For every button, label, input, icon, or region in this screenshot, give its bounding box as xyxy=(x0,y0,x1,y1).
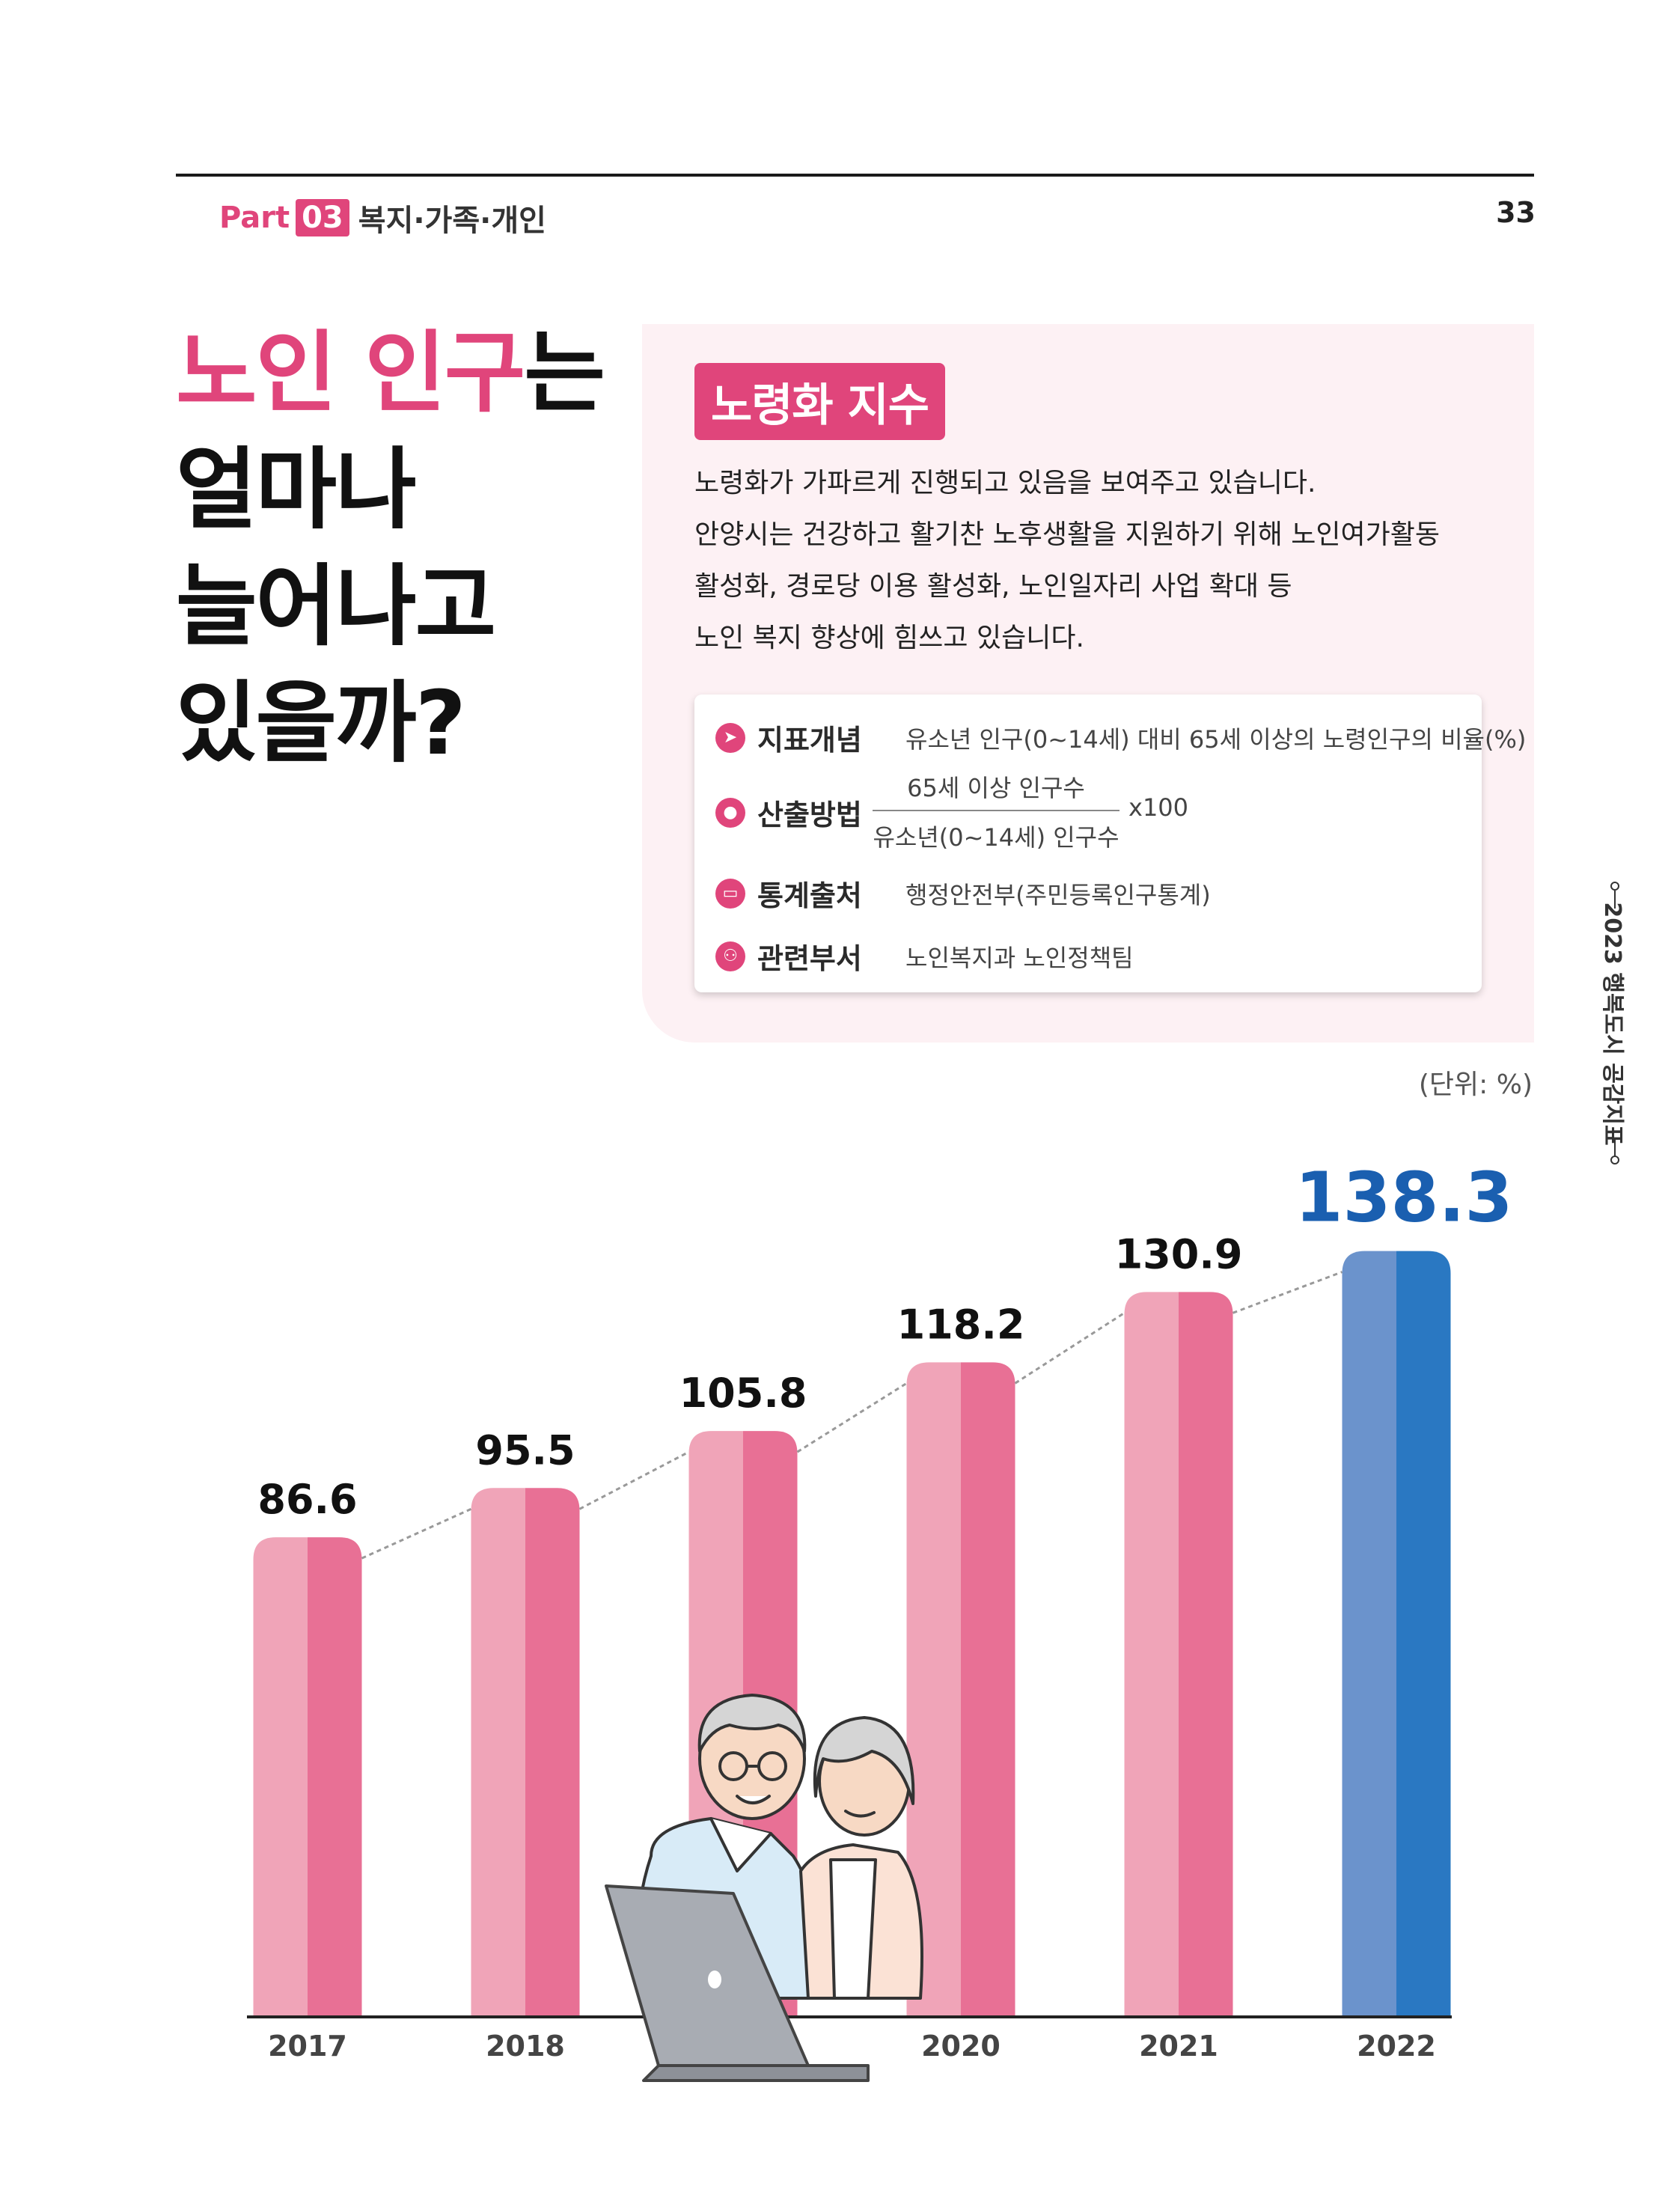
dept-value: 노인복지과 노인정책팀 xyxy=(905,943,1134,972)
part-word: Part xyxy=(219,201,290,235)
bar-2020-right xyxy=(961,1362,1015,2017)
description-line: 노령화가 가파르게 진행되고 있음을 보여주고 있습니다. xyxy=(694,468,1316,498)
concept-row: ➤ 지표개념 유소년 인구(0~14세) 대비 65세 이상의 노령인구의 비율… xyxy=(715,717,1526,758)
bar-2022-left xyxy=(1342,1251,1396,2017)
trend-line-segment xyxy=(796,1382,908,1453)
indicator-info-box: 노령화 지수 노령화가 가파르게 진행되고 있음을 보여주고 있습니다. 안양시… xyxy=(642,324,1534,1043)
source-value: 행정안전부(주민등록인구통계) xyxy=(905,880,1211,909)
formula-multiplier: x100 xyxy=(1128,793,1189,822)
method-row: ● 산출방법 xyxy=(715,792,877,833)
value-label-2017: 86.6 xyxy=(257,1476,357,1523)
paper-plane-icon: ➤ xyxy=(715,722,745,753)
part-category: 복지·가족·개인 xyxy=(358,204,546,238)
method-formula: 65세 이상 인구수 유소년(0~14세) 인구수 xyxy=(873,769,1120,853)
formula-numerator: 65세 이상 인구수 xyxy=(873,769,1120,811)
title-line-3: 늘어나고 xyxy=(176,555,496,658)
people-icon: ⚇ xyxy=(715,941,745,971)
x-tick-label-2022: 2022 xyxy=(1357,2030,1436,2063)
indicator-card: ➤ 지표개념 유소년 인구(0~14세) 대비 65세 이상의 노령인구의 비율… xyxy=(694,695,1526,992)
concept-value: 유소년 인구(0~14세) 대비 65세 이상의 노령인구의 비율(%) xyxy=(905,724,1527,754)
trend-line-segment xyxy=(1232,1271,1343,1314)
page-number: 33 xyxy=(1496,196,1536,229)
title-line-1-rest: 는 xyxy=(524,321,605,424)
title-line-1: 노인 인구는 xyxy=(176,314,605,431)
x-tick-label-2020: 2020 xyxy=(921,2030,1001,2063)
part-label: Part 03 복지·가족·개인 xyxy=(219,196,546,239)
trend-line-segment xyxy=(361,1507,472,1560)
value-label-2019: 105.8 xyxy=(679,1370,807,1417)
formula-denominator: 유소년(0~14세) 인구수 xyxy=(873,823,1120,852)
bar-2020-left xyxy=(906,1362,961,2017)
title-highlight: 노인 인구 xyxy=(176,321,525,424)
unit-label: (단위: %) xyxy=(1418,1069,1533,1100)
method-label: 산출방법 xyxy=(757,799,862,831)
description-line: 안양시는 건강하고 활기찬 노후생활을 지원하기 위해 노인여가활동 xyxy=(694,519,1441,550)
bar-2018-left xyxy=(471,1488,525,2017)
indicator-badge: 노령화 지수 xyxy=(694,363,945,440)
bar-2018-right xyxy=(525,1488,580,2017)
trend-line-segment xyxy=(578,1450,690,1510)
value-label-2022: 138.3 xyxy=(1295,1167,1512,1238)
monitor-icon: ▭ xyxy=(715,878,745,909)
side-banner: 2023 행복도시 공감지표 xyxy=(1599,882,1630,1166)
bar-2022-right xyxy=(1396,1251,1451,2017)
elderly-couple-illustration xyxy=(605,1694,923,2082)
value-label-2020: 118.2 xyxy=(897,1301,1025,1348)
description-line: 활성화, 경로당 이용 활성화, 노인일자리 사업 확대 등 xyxy=(694,571,1292,602)
indicator-description: 노령화가 가파르게 진행되고 있음을 보여주고 있습니다. 안양시는 건강하고 … xyxy=(694,457,1503,664)
part-number: 03 xyxy=(296,199,349,236)
source-label: 통계출처 xyxy=(757,879,862,912)
title-line-2: 얼마나 xyxy=(176,438,417,541)
value-label-2021: 130.9 xyxy=(1115,1230,1243,1278)
bar-2021-left xyxy=(1124,1292,1179,2017)
side-dot-bottom xyxy=(1610,1156,1619,1164)
bar-2017-left xyxy=(253,1537,308,2017)
source-row: ▭ 통계출처 행정안전부(주민등록인구통계) xyxy=(715,873,1211,914)
x-tick-label-2017: 2017 xyxy=(268,2030,347,2063)
dept-row: ⚇ 관련부서 노인복지과 노인정책팀 xyxy=(715,935,1134,977)
side-dot-top xyxy=(1610,882,1619,891)
title-line-4: 있을까? xyxy=(176,671,466,775)
x-tick-label-2021: 2021 xyxy=(1139,2030,1218,2063)
description-line: 노인 복지 향상에 힘쓰고 있습니다. xyxy=(694,623,1084,653)
bar-2021-right xyxy=(1179,1292,1233,2017)
side-line-bottom xyxy=(1614,1139,1616,1157)
bar-2017-right xyxy=(308,1537,362,2017)
x-tick-label-2018: 2018 xyxy=(486,2030,565,2063)
trend-line-segment xyxy=(1014,1312,1125,1385)
header-rule xyxy=(176,174,1534,177)
dept-label: 관련부서 xyxy=(757,942,862,975)
value-label-2018: 95.5 xyxy=(475,1426,575,1474)
concept-label: 지표개념 xyxy=(757,724,862,757)
page-title: 노인 인구는 얼마나 늘어나고 있을까? xyxy=(176,314,605,781)
chat-bubble-icon: ● xyxy=(715,797,745,828)
side-line-top xyxy=(1614,891,1616,909)
side-banner-text: 2023 행복도시 공감지표 xyxy=(1599,902,1625,1146)
